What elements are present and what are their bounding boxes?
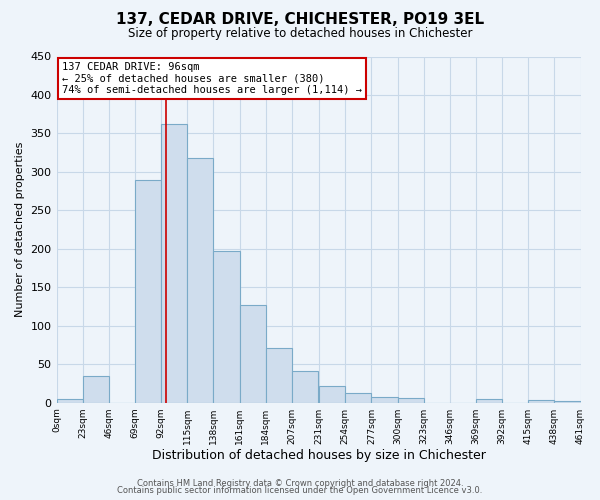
Bar [345,394,371,402]
Bar [266,348,292,403]
Bar [135,180,161,402]
Text: Contains HM Land Registry data © Crown copyright and database right 2024.: Contains HM Land Registry data © Crown c… [137,478,463,488]
Bar [528,400,554,402]
X-axis label: Distribution of detached houses by size in Chichester: Distribution of detached houses by size … [152,450,485,462]
Y-axis label: Number of detached properties: Number of detached properties [15,142,25,318]
Bar [554,401,581,402]
Text: Contains public sector information licensed under the Open Government Licence v3: Contains public sector information licen… [118,486,482,495]
Bar [161,124,187,402]
Bar [187,158,214,402]
Text: 137 CEDAR DRIVE: 96sqm
← 25% of detached houses are smaller (380)
74% of semi-de: 137 CEDAR DRIVE: 96sqm ← 25% of detached… [62,62,362,95]
Text: 137, CEDAR DRIVE, CHICHESTER, PO19 3EL: 137, CEDAR DRIVE, CHICHESTER, PO19 3EL [116,12,484,28]
Text: Size of property relative to detached houses in Chichester: Size of property relative to detached ho… [128,28,472,40]
Bar [292,371,318,402]
Bar [214,251,239,402]
Bar [319,386,345,402]
Bar [476,399,502,402]
Bar [83,376,109,402]
Bar [371,398,398,402]
Bar [398,398,424,402]
Bar [56,399,83,402]
Bar [239,305,266,402]
